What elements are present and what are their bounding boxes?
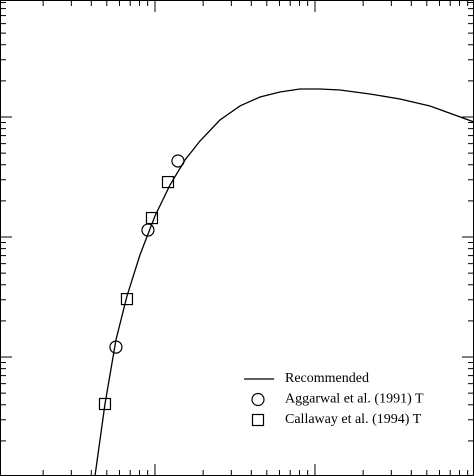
marker-square: [120, 292, 134, 306]
legend-label: Aggarwal et al. (1991) T: [285, 392, 424, 407]
legend-label: Callaway et al. (1994) T: [285, 412, 422, 427]
marker-square: [98, 397, 112, 411]
marker-circle: [251, 392, 265, 407]
legend-label: Recommended: [285, 371, 369, 386]
series-line: [94, 88, 474, 476]
marker-square: [145, 211, 159, 225]
plot-area: [94, 88, 474, 476]
marker-square: [251, 413, 265, 427]
marker-circle: [109, 340, 123, 354]
marker-square: [161, 175, 175, 189]
marker-circle: [171, 154, 185, 168]
